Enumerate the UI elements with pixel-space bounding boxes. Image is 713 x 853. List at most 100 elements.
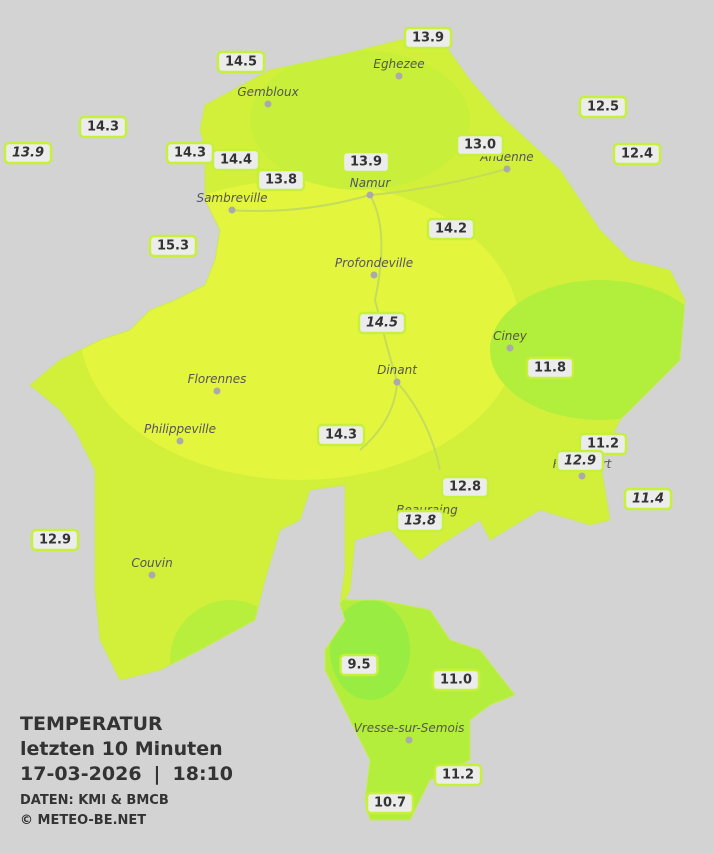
station-value: 14.2 (435, 222, 467, 237)
legend-separator: | (154, 763, 161, 785)
station-box (403, 26, 453, 50)
station-value: 13.8 (404, 514, 436, 529)
legend-datetime: 17-03-2026 | 18:10 (20, 763, 233, 785)
city-label: Philippeville (144, 422, 216, 436)
station: 14.5 (357, 311, 407, 335)
station-value: 14.3 (87, 120, 119, 135)
station-box (525, 356, 575, 380)
station-value: 11.8 (534, 361, 566, 376)
station-value: 13.9 (12, 146, 44, 161)
legend-copyright: © METEO-BE.NET (20, 813, 146, 828)
station: 13.8 (256, 168, 306, 192)
station: 11.2 (433, 763, 483, 787)
station-value: 12.9 (564, 454, 596, 469)
city-label: Vresse-sur-Semois (354, 721, 465, 735)
station: 14.3 (165, 141, 215, 165)
station-value: 11.0 (440, 673, 472, 688)
station-value: 9.5 (347, 658, 370, 673)
station: 11.4 (623, 487, 673, 511)
station-value: 13.8 (265, 173, 297, 188)
station-box (3, 141, 53, 165)
station: 13.9 (3, 141, 53, 165)
station-box (426, 217, 476, 241)
station-value: 10.7 (374, 796, 406, 811)
station-value: 11.2 (587, 437, 619, 452)
city-label: Ciney (493, 329, 528, 343)
city-dot (578, 472, 586, 480)
city-label: Couvin (131, 556, 172, 570)
city-dot (506, 344, 514, 352)
legend-subtitle: letzten 10 Minuten (20, 738, 223, 760)
station-value: 12.9 (39, 533, 71, 548)
city-label: Profondeville (335, 256, 413, 270)
city-dot (228, 206, 236, 214)
city-dot (366, 191, 374, 199)
city-label: Eghezee (373, 57, 424, 71)
city-label: Gembloux (237, 85, 299, 99)
city-dot (148, 571, 156, 579)
legend: TEMPERATUR letzten 10 Minuten 17-03-2026… (20, 713, 233, 828)
station-box (211, 148, 261, 172)
station-value: 14.5 (366, 316, 398, 331)
city-dot (370, 271, 378, 279)
station: 13.0 (455, 133, 505, 157)
station: 10.7 (365, 791, 415, 815)
station-value: 14.3 (174, 146, 206, 161)
station: 11.8 (525, 356, 575, 380)
city-dot (213, 387, 221, 395)
station-value: 13.9 (350, 155, 382, 170)
station: 11.0 (431, 668, 481, 692)
station-value: 15.3 (157, 239, 189, 254)
city-dot (405, 736, 413, 744)
city-label: Namur (350, 176, 392, 190)
station-box (395, 509, 445, 533)
station: 13.9 (403, 26, 453, 50)
station-box (148, 234, 198, 258)
station-value: 12.4 (621, 147, 653, 162)
stations: 13.9 14.5 14.3 13.9 14.3 14.4 13.8 13.9 13.0 12.5… (3, 26, 673, 815)
station-value: 12.5 (587, 100, 619, 115)
station-box (30, 528, 80, 552)
station-value: 13.9 (412, 31, 444, 46)
station-value: 11.2 (442, 768, 474, 783)
station: 14.4 (211, 148, 261, 172)
station-value: 13.0 (464, 138, 496, 153)
station: 14.2 (426, 217, 476, 241)
station-box (440, 475, 490, 499)
city-label: Florennes (188, 372, 247, 386)
station-value: 14.4 (220, 153, 252, 168)
legend-source: DATEN: KMI & BMCB (20, 793, 169, 808)
station-box (357, 311, 407, 335)
station: 9.5 (339, 653, 379, 677)
station-value: 14.5 (225, 55, 257, 70)
station: 13.9 (341, 150, 391, 174)
city-dot (264, 100, 272, 108)
station-box (623, 487, 673, 511)
city-label: Sambreville (196, 191, 267, 205)
station-value: 11.4 (632, 492, 664, 507)
legend-title: TEMPERATUR (20, 713, 163, 735)
station-box (578, 95, 628, 119)
station: 11.2 (578, 432, 628, 456)
station-box (431, 668, 481, 692)
station: 14.3 (316, 423, 366, 447)
station-value: 14.3 (325, 428, 357, 443)
legend-date: 17-03-2026 (20, 763, 142, 785)
station: 12.9 (30, 528, 80, 552)
station-box (612, 142, 662, 166)
city-dot (395, 72, 403, 80)
station-box (433, 763, 483, 787)
station-box (78, 115, 128, 139)
river (229, 168, 508, 471)
station: 12.5 (578, 95, 628, 119)
station: 13.8 (395, 509, 445, 533)
station-box (256, 168, 306, 192)
station-box (555, 449, 605, 473)
city-label: Dinant (377, 363, 418, 377)
station-box (316, 423, 366, 447)
legend-time: 18:10 (173, 763, 233, 785)
city-dot (393, 378, 401, 386)
station-box (341, 150, 391, 174)
station: 12.4 (612, 142, 662, 166)
